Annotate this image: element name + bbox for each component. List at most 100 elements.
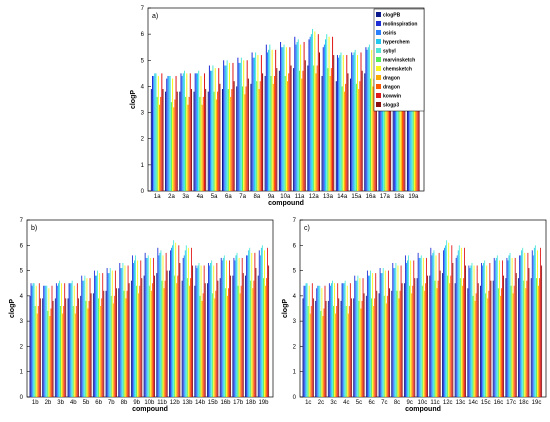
bar-1b-series-6 [34,305,36,397]
bar-17b-series-3 [234,260,236,397]
y-tick-label: 5 [141,58,145,64]
bar-18b-series-11 [255,268,257,397]
bar-4a-series-11 [205,89,207,191]
legend-entry: clogPB [383,13,401,19]
bar-12b-series-9 [177,275,179,397]
bar-9c-series-5 [408,255,410,397]
x-tick-label: 1c [305,400,311,406]
bar-10c-series-9 [424,283,426,397]
bar-12c-series-5 [446,240,448,397]
legend-swatch [376,102,381,107]
bar-17b-series-8 [239,293,241,397]
bar-15c-series-5 [484,260,486,397]
bar-10c-series-10 [425,257,427,397]
bar-6b-series-9 [101,298,103,397]
bar-17c-series-8 [512,293,514,397]
bar-17c-series-5 [509,252,511,397]
bar-5b-series-1 [80,295,82,397]
bar-7c-series-1 [378,293,380,397]
bar-3b-series-8 [62,313,64,397]
bar-3a-series-5 [183,70,185,191]
bar-5b-series-11 [90,293,92,397]
bar-15a-series-4 [353,52,355,191]
bar-19b-series-5 [261,245,263,397]
bar-8a-series-4 [253,57,255,191]
bar-2c-series-4 [318,285,320,397]
x-tick-label: 8a [253,194,260,200]
bar-13a-series-3 [323,44,325,191]
bar-14c-series-3 [469,268,471,397]
bar-4c-series-6 [345,305,347,397]
bar-1a-series-4 [154,73,156,191]
bar-1a-series-8 [158,104,161,191]
bar-8c-series-11 [401,283,403,397]
legend-entry: kowwin [383,94,401,100]
bar-2b-series-3 [44,285,46,397]
bar-7b-series-1 [105,290,107,397]
y-tick-label: 7 [141,6,145,12]
bar-16b-series-1 [219,278,221,397]
bar-19c-series-3 [532,255,534,397]
bar-11c-series-10 [438,252,440,397]
bar-1c-series-11 [312,298,314,397]
x-tick-label: 6c [368,400,374,406]
bar-5c-series-2 [354,275,356,397]
bar-18b-series-7 [251,252,253,397]
x-axis-label: compound [405,406,441,413]
bar-7c-series-7 [384,270,386,397]
bar-8c-series-2 [392,262,394,397]
bar-4b-series-5 [71,280,73,397]
y-tick-label: 5 [20,269,24,275]
bar-17c-series-1 [505,278,507,397]
bar-3b-series-5 [59,280,60,397]
bar-2a-series-1 [165,91,167,191]
bar-16c-series-7 [498,260,500,397]
bar-6a-series-6 [227,89,229,191]
bar-7a-series-9 [245,86,247,191]
bar-7b-series-11 [115,288,117,397]
bar-16a-series-9 [373,78,375,191]
bar-4b-series-2 [68,283,70,397]
bar-14c-series-5 [471,262,473,397]
x-tick-label: 16c [494,400,504,406]
bar-13b-series-10 [191,247,192,397]
y-tick-label: 4 [20,294,24,300]
panel-label: a) [152,13,158,20]
bar-6a-series-1 [221,89,223,191]
bar-7c-series-3 [380,273,382,397]
bar-5a-series-6 [213,91,215,191]
bar-17a-series-1 [378,70,380,191]
bar-9b-series-4 [134,260,135,397]
bar-16b-series-4 [222,257,224,397]
bar-17a-series-6 [384,75,386,191]
bar-9a-series-10 [275,49,277,192]
bar-7c-series-10 [387,270,389,397]
x-tick-label: 11c [430,400,439,406]
bar-9b-series-1 [130,280,132,397]
bar-19b-series-6 [262,278,264,397]
bar-13a-series-11 [333,55,335,191]
bar-9b-series-7 [137,260,139,397]
bar-11c-series-2 [430,247,432,397]
bar-6a-series-5 [226,60,228,192]
bar-9c-series-1 [403,283,405,397]
bar-5a-series-11 [219,83,221,191]
bar-13b-series-8 [188,285,190,397]
bar-12c-series-6 [447,275,449,397]
bar-17a-series-2 [379,47,381,191]
legend-entry: hyperchem [383,40,410,46]
bar-15b-series-6 [212,293,214,397]
bar-2a-series-8 [173,107,175,191]
bar-12b-series-4 [172,245,174,397]
x-axis-label: compound [268,200,304,207]
bar-16b-series-6 [224,288,226,397]
bar-12c-series-1 [442,273,443,397]
bar-17b-series-11 [242,273,244,397]
bar-10a-series-2 [280,41,282,191]
bar-13c-series-1 [454,283,456,397]
bar-19c-series-4 [533,247,535,397]
bar-4c-series-4 [343,283,345,397]
x-tick-label: 18c [519,400,529,406]
bar-15c-series-10 [489,262,491,397]
bar-10b-series-6 [148,285,150,397]
